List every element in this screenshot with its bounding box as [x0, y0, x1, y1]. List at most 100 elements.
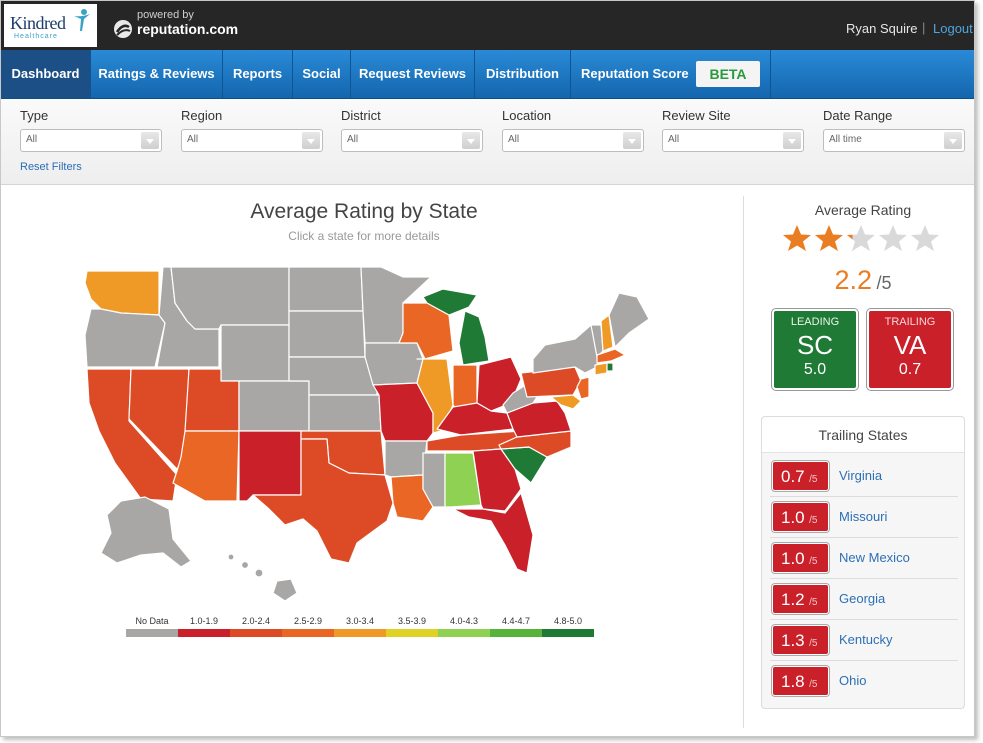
- state-va[interactable]: [506, 400, 572, 438]
- filter-region: Region All: [181, 107, 323, 152]
- state-ak[interactable]: [100, 496, 192, 568]
- state-ct[interactable]: [594, 362, 608, 376]
- rating-badge: 1.2 /5: [772, 584, 829, 614]
- state-co[interactable]: [238, 380, 310, 432]
- trailing-state-row[interactable]: 1.0 /5 Missouri: [770, 497, 958, 538]
- type-select[interactable]: All: [20, 129, 162, 152]
- state-wa[interactable]: [84, 270, 160, 316]
- nav-dashboard[interactable]: Dashboard: [1, 50, 91, 98]
- state-nj[interactable]: [576, 376, 590, 400]
- nav-distribution[interactable]: Distribution: [475, 50, 571, 98]
- legend-item: 2.5-2.9: [282, 615, 334, 637]
- rating-badge-scale: /5: [809, 638, 818, 649]
- state-link[interactable]: Virginia: [839, 468, 883, 483]
- legend-label: 3.0-3.4: [345, 616, 375, 626]
- legend-swatch: [282, 629, 334, 637]
- trailing-state-box[interactable]: TRAILING VA 0.7: [867, 309, 953, 390]
- state-nd[interactable]: [288, 266, 364, 312]
- logout-link[interactable]: Logout: [933, 21, 973, 36]
- date-range-select[interactable]: All time: [823, 129, 965, 152]
- state-ny[interactable]: [532, 324, 600, 374]
- legend-label: 4.4-4.7: [501, 616, 531, 626]
- state-fl[interactable]: [452, 492, 534, 574]
- legend-swatch: [178, 629, 230, 637]
- trailing-state-row[interactable]: 1.3 /5 Kentucky: [770, 620, 958, 661]
- state-or[interactable]: [84, 308, 166, 368]
- user-name: Ryan Squire: [846, 21, 918, 36]
- state-md[interactable]: [550, 394, 582, 410]
- state-ar[interactable]: [384, 440, 428, 478]
- district-select[interactable]: All: [341, 129, 483, 152]
- nav-ratings-reviews[interactable]: Ratings & Reviews: [91, 50, 223, 98]
- average-rating: 2.2 /5: [761, 265, 965, 296]
- filter-value: All time: [829, 134, 862, 145]
- trailing-state-row[interactable]: 1.8 /5 Ohio: [770, 661, 958, 702]
- review-site-select[interactable]: All: [662, 129, 804, 152]
- legend-swatch: [334, 629, 386, 637]
- trailing-state-row[interactable]: 1.2 /5 Georgia: [770, 579, 958, 620]
- state-link[interactable]: New Mexico: [839, 550, 910, 565]
- filter-bar: Type All Region All District All Locatio…: [1, 99, 974, 185]
- state-ia[interactable]: [364, 342, 424, 386]
- panel-divider: [743, 196, 744, 728]
- filter-value: All: [26, 134, 38, 145]
- legend-item: 3.0-3.4: [334, 615, 386, 637]
- top-bar: Kindred Healthcare powered by reputation…: [1, 1, 974, 50]
- reset-filters-link[interactable]: Reset Filters: [20, 161, 82, 173]
- filter-label: Review Site: [662, 108, 731, 123]
- location-select[interactable]: All: [502, 129, 644, 152]
- state-al[interactable]: [444, 452, 482, 508]
- filter-date-range: Date Range All time: [823, 107, 965, 152]
- state-link[interactable]: Kentucky: [839, 632, 893, 647]
- state-pa[interactable]: [520, 366, 582, 398]
- state-tx[interactable]: [252, 438, 394, 564]
- legend-swatch: [126, 629, 178, 637]
- state-nm[interactable]: [238, 430, 302, 502]
- state-sd[interactable]: [288, 310, 366, 358]
- chevron-down-icon: [783, 132, 801, 149]
- legend-label: 4.8-5.0: [553, 616, 583, 626]
- kindred-logo[interactable]: Kindred Healthcare: [4, 4, 97, 47]
- region-select[interactable]: All: [181, 129, 323, 152]
- state-ms[interactable]: [422, 452, 446, 508]
- rating-badge: 1.0 /5: [772, 543, 829, 573]
- state-link[interactable]: Ohio: [839, 673, 867, 688]
- nav-reports[interactable]: Reports: [223, 50, 293, 98]
- state-mi-lower[interactable]: [458, 310, 490, 366]
- nav-request-reviews[interactable]: Request Reviews: [351, 50, 475, 98]
- state-ks[interactable]: [308, 394, 382, 432]
- state-ri[interactable]: [606, 362, 614, 372]
- main-nav: Dashboard Ratings & Reviews Reports Soci…: [1, 50, 974, 99]
- state-nh[interactable]: [600, 314, 614, 352]
- legend-item: 2.0-2.4: [230, 615, 282, 637]
- state-me[interactable]: [608, 292, 650, 348]
- state-ma[interactable]: [596, 348, 626, 364]
- rating-badge-value: 1.0: [781, 549, 805, 568]
- state-link[interactable]: Georgia: [839, 591, 886, 606]
- leading-state-box[interactable]: LEADING SC 5.0: [772, 309, 858, 390]
- state-az[interactable]: [172, 430, 240, 502]
- trailing-label: TRAILING: [884, 316, 936, 328]
- state-wy[interactable]: [220, 324, 290, 382]
- state-hi[interactable]: [227, 553, 298, 602]
- legend-item: 4.4-4.7: [490, 615, 542, 637]
- star-icon: [847, 225, 875, 251]
- nav-social[interactable]: Social: [293, 50, 351, 98]
- chevron-down-icon: [462, 132, 480, 149]
- trailing-state: VA: [893, 330, 927, 360]
- state-mi-upper[interactable]: [422, 288, 478, 316]
- trailing-state-row[interactable]: 0.7 /5 Virginia: [770, 456, 958, 497]
- rating-badge-scale: /5: [809, 597, 818, 608]
- trailing-state-row[interactable]: 1.0 /5 New Mexico: [770, 538, 958, 579]
- nav-reputation-score[interactable]: Reputation Score: [571, 50, 771, 98]
- average-rating-title: Average Rating: [814, 202, 912, 218]
- leading-label: LEADING: [790, 316, 840, 328]
- leading-value: 5.0: [803, 361, 827, 378]
- state-il[interactable]: [416, 358, 454, 434]
- rating-badge-value: 1.3: [781, 631, 805, 650]
- legend-item: 1.0-1.9: [178, 615, 230, 637]
- state-mt[interactable]: [170, 266, 290, 330]
- state-link[interactable]: Missouri: [839, 509, 888, 524]
- legend-label: 1.0-1.9: [189, 616, 219, 626]
